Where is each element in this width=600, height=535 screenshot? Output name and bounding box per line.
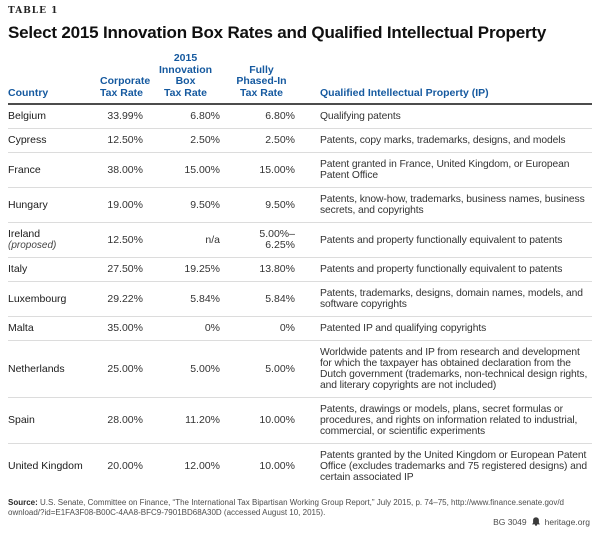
- corporate-tax-rate: 12.50%: [100, 128, 151, 153]
- table-row: Malta 35.00% 0% 0% Patented IP and quali…: [8, 316, 592, 341]
- country-name: United Kingdom: [8, 460, 83, 472]
- corporate-tax-rate: 27.50%: [100, 257, 151, 282]
- country-note: (proposed): [8, 240, 57, 251]
- country-name: Cypress: [8, 134, 47, 146]
- country-name: France: [8, 163, 41, 176]
- heritage-liberty-bell-icon: [531, 517, 541, 527]
- table-row: Hungary 19.00% 9.50% 9.50% Patents, know…: [8, 187, 592, 223]
- innovation-box-tax-rate: 2.50%: [151, 128, 228, 153]
- phased-in-tax-rate: 2.50%: [228, 128, 303, 153]
- corporate-tax-rate: 38.00%: [100, 152, 151, 188]
- corporate-tax-rate: 35.00%: [100, 316, 151, 341]
- country-name: Ireland: [8, 228, 41, 240]
- table-row: Italy 27.50% 19.25% 13.80% Patents and p…: [8, 257, 592, 282]
- column-header-phased-in-tax-rate: Fully Phased-In Tax Rate: [228, 53, 303, 105]
- corporate-tax-rate: 25.00%: [100, 340, 151, 398]
- country-name: Malta: [8, 322, 34, 334]
- country-name: Italy: [8, 263, 28, 275]
- table-row: France 38.00% 15.00% 15.00% Patent grant…: [8, 152, 592, 188]
- phased-in-tax-rate: 10.00%: [228, 443, 303, 489]
- source-label: Source:: [8, 498, 38, 507]
- qualified-ip: Patents, know-how, trademarks, business …: [303, 187, 592, 223]
- column-header-qualified-ip: Qualified Intellectual Property (IP): [303, 53, 592, 105]
- corporate-tax-rate: 33.99%: [107, 110, 143, 122]
- innovation-box-tax-rate: 12.00%: [151, 443, 228, 489]
- innovation-box-table: Country Corporate Tax Rate 2015 Innovati…: [8, 52, 592, 489]
- source-note: Source: U.S. Senate, Committee on Financ…: [8, 498, 568, 517]
- qualified-ip: Patents and property functionally equiva…: [303, 257, 592, 282]
- report-table-figure: TABLE 1 Select 2015 Innovation Box Rates…: [8, 6, 592, 527]
- corporate-tax-rate: 28.00%: [100, 397, 151, 444]
- qualified-ip: Patents granted by the United Kingdom or…: [303, 443, 592, 489]
- country-name: Belgium: [8, 110, 46, 122]
- innovation-box-tax-rate: 15.00%: [151, 152, 228, 188]
- phased-in-tax-rate: 6.80%: [265, 110, 295, 122]
- qualified-ip: Patents, drawings or models, plans, secr…: [303, 397, 592, 444]
- column-header-innovation-box-tax-rate: 2015 Innovation Box Tax Rate: [151, 52, 228, 105]
- innovation-box-tax-rate: 5.00%: [151, 340, 228, 398]
- column-header-corporate-tax-rate: Corporate Tax Rate: [100, 53, 151, 105]
- table-header: Country Corporate Tax Rate 2015 Innovati…: [8, 52, 592, 105]
- phased-in-tax-rate: 0%: [228, 316, 303, 341]
- innovation-box-tax-rate: 6.80%: [190, 110, 220, 122]
- phased-in-tax-rate: 5.00%– 6.25%: [228, 222, 303, 258]
- phased-in-tax-rate: 5.84%: [228, 281, 303, 317]
- page-title: Select 2015 Innovation Box Rates and Qua…: [8, 23, 547, 42]
- innovation-box-tax-rate: 11.20%: [151, 397, 228, 444]
- footer: BG 3049 heritage.org: [493, 517, 590, 527]
- qualified-ip: Patents and property functionally equiva…: [303, 222, 592, 258]
- innovation-box-tax-rate: 9.50%: [151, 187, 228, 223]
- phased-in-tax-rate: 9.50%: [228, 187, 303, 223]
- innovation-box-tax-rate: 0%: [151, 316, 228, 341]
- country-name: Luxembourg: [8, 292, 67, 305]
- table-label: TABLE 1: [8, 6, 59, 16]
- source-text: U.S. Senate, Committee on Finance, “The …: [8, 498, 565, 517]
- innovation-box-tax-rate: 19.25%: [151, 257, 228, 282]
- country-name: Hungary: [8, 198, 48, 211]
- corporate-tax-rate: 19.00%: [100, 187, 151, 223]
- phased-in-tax-rate: 13.80%: [228, 257, 303, 282]
- table-row: Spain 28.00% 11.20% 10.00% Patents, draw…: [8, 397, 592, 444]
- innovation-box-tax-rate: 5.84%: [151, 281, 228, 317]
- qualified-ip: Worldwide patents and IP from research a…: [303, 340, 592, 398]
- phased-in-tax-rate: 15.00%: [228, 152, 303, 188]
- table-row: Cypress 12.50% 2.50% 2.50% Patents, copy…: [8, 128, 592, 153]
- qualified-ip: Patented IP and qualifying copyrights: [303, 316, 592, 341]
- table-row: Ireland (proposed) 12.50% n/a 5.00%– 6.25…: [8, 222, 592, 258]
- corporate-tax-rate: 20.00%: [100, 443, 151, 489]
- qualified-ip: Patent granted in France, United Kingdom…: [303, 152, 592, 188]
- phased-in-tax-rate: 5.00%: [228, 340, 303, 398]
- table-row: Belgium 33.99% 6.80% 6.80% Qualifying pa…: [8, 104, 592, 129]
- country-name: Spain: [8, 414, 35, 426]
- column-header-country: Country: [8, 53, 100, 105]
- document-id: BG 3049: [493, 517, 527, 527]
- qualified-ip: Patents, copy marks, trademarks, designs…: [303, 128, 592, 153]
- qualified-ip: Patents, trademarks, designs, domain nam…: [303, 281, 592, 317]
- table-row: United Kingdom 20.00% 12.00% 10.00% Pate…: [8, 443, 592, 489]
- corporate-tax-rate: 29.22%: [100, 281, 151, 317]
- innovation-box-tax-rate: n/a: [151, 222, 228, 258]
- corporate-tax-rate: 12.50%: [100, 222, 151, 258]
- country-name: Netherlands: [8, 362, 65, 375]
- table-row: Netherlands 25.00% 5.00% 5.00% Worldwide…: [8, 340, 592, 398]
- phased-in-tax-rate: 10.00%: [228, 397, 303, 444]
- table-row: Luxembourg 29.22% 5.84% 5.84% Patents, t…: [8, 281, 592, 317]
- site-name: heritage.org: [544, 517, 590, 527]
- qualified-ip: Qualifying patents: [320, 111, 401, 122]
